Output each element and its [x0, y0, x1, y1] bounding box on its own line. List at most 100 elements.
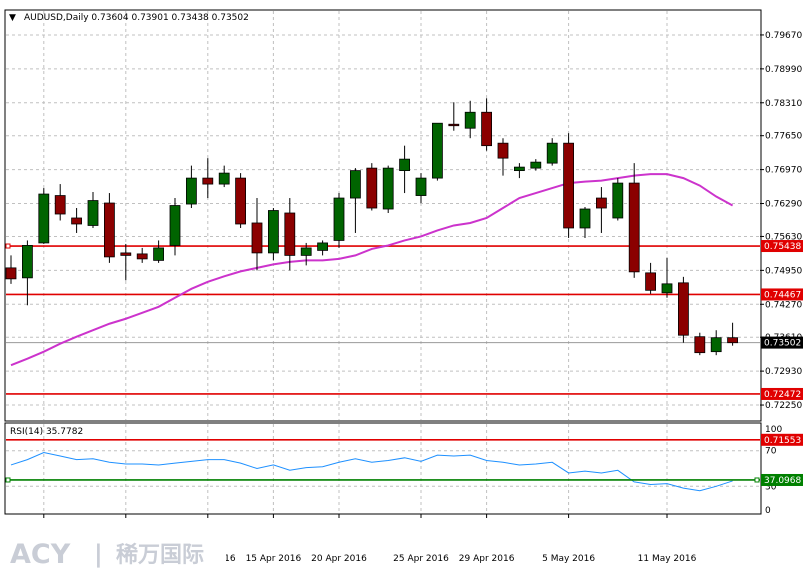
candle-body [202, 177, 214, 185]
bearish-candle [563, 133, 574, 238]
candle-body [104, 202, 115, 258]
candle-body [284, 212, 296, 256]
candle-body [645, 272, 656, 291]
candle-body [497, 142, 509, 159]
price-tick-label: 0.72930 [765, 367, 802, 377]
candle-body [678, 282, 689, 336]
candles-layer [5, 98, 738, 356]
time-tick-label: 29 Apr 2016 [459, 554, 515, 564]
watermark-chinese: 稀万国际 [116, 542, 204, 568]
bullish-candle [21, 240, 33, 306]
candle-body [661, 283, 673, 294]
bearish-candle [448, 102, 460, 131]
candle-body [251, 222, 263, 254]
bearish-candle [202, 158, 214, 199]
chart-header-label: AUDUSD,Daily 0.73604 0.73901 0.73438 0.7… [24, 13, 249, 23]
chart-menu-arrow-icon[interactable]: ▼ [9, 13, 16, 23]
rsi-level-badge [761, 473, 803, 486]
time-tick-label: 20 Apr 2016 [311, 554, 367, 564]
level-price-badge [761, 433, 803, 446]
bullish-candle [300, 242, 312, 266]
candle-body [333, 197, 345, 241]
candle-body [415, 177, 427, 196]
price-tick-label: 0.75630 [765, 232, 802, 242]
watermark-separator: | [94, 540, 103, 568]
level-price-badge [761, 387, 803, 400]
candle-body [431, 122, 443, 179]
level-price-label: 0.72472 [764, 390, 801, 400]
bearish-candle [596, 187, 607, 233]
candle-body [185, 177, 197, 205]
watermark-brand: ACY [10, 539, 71, 570]
bullish-candle [431, 122, 443, 181]
rsi-pane-frame [4, 422, 762, 515]
candle-body [120, 252, 132, 256]
candle-body [382, 167, 394, 210]
candle-body [727, 337, 738, 344]
price-tick-label: 0.76970 [765, 166, 802, 176]
bullish-candle [349, 168, 361, 233]
candle-body [317, 242, 329, 251]
candle-body [21, 245, 33, 279]
candle-body [448, 123, 460, 127]
candle-body [514, 166, 525, 172]
bullish-candle [169, 198, 181, 256]
price-axis: 0.79670 0.78990 0.78310 0.77650 0.76970 0.762… [760, 31, 803, 446]
candle-body [563, 142, 574, 229]
level-price-badge [761, 240, 803, 253]
time-tick-label: 11 May 2016 [638, 554, 697, 564]
bearish-candle [284, 198, 296, 271]
price-tick-label: 0.77650 [765, 132, 802, 142]
candle-body [579, 208, 591, 229]
bullish-candle [464, 100, 476, 139]
bullish-candle [267, 208, 279, 261]
price-pane-frame [4, 9, 762, 422]
candle-body [399, 158, 411, 172]
bullish-candle [579, 207, 591, 238]
price-tick-label: 0.78990 [765, 65, 802, 75]
current-price-badge [761, 336, 803, 349]
bullish-candle [333, 193, 345, 248]
rsi-level-anchor-marker[interactable] [754, 477, 760, 483]
price-tick-label: 0.76290 [765, 200, 802, 210]
rsi-tick-label: 30 [765, 482, 777, 492]
price-tick-label: 0.72250 [765, 401, 802, 411]
bullish-candle [382, 165, 394, 214]
bearish-candle [481, 98, 493, 151]
bullish-candle [399, 145, 411, 194]
price-tick-label: 0.74270 [765, 300, 802, 310]
rsi-line [10, 451, 733, 492]
rsi-tick-label: 100 [765, 425, 782, 435]
bullish-candle [38, 188, 50, 244]
candle-body [349, 170, 361, 199]
price-tick-label: 0.78310 [765, 99, 802, 109]
candle-body [710, 337, 722, 353]
candle-body [464, 111, 476, 129]
candle-body [596, 197, 607, 209]
bullish-candle [415, 173, 427, 204]
candle-body [235, 177, 247, 225]
bearish-candle [71, 208, 82, 233]
bearish-candle [497, 138, 509, 176]
rsi-level-label: 37.0968 [764, 476, 801, 486]
candle-body [300, 247, 312, 256]
bullish-candle [710, 330, 722, 356]
rsi-level-anchor-marker[interactable] [5, 477, 11, 483]
bearish-candle [694, 332, 706, 356]
candle-body [530, 161, 542, 169]
candle-body [366, 167, 378, 209]
candle-body [612, 182, 624, 219]
bullish-candle [530, 159, 542, 171]
price-tick-label: 0.79670 [765, 31, 802, 41]
candle-body [71, 217, 82, 225]
bullish-candle [546, 138, 558, 166]
price-tick-label: 0.74950 [765, 266, 802, 276]
level-anchor-marker[interactable] [5, 243, 11, 249]
bearish-candle [366, 163, 378, 211]
time-tick-label: 15 Apr 2016 [246, 554, 302, 564]
level-price-label: 0.74467 [764, 290, 801, 300]
current-price-label: 0.73502 [764, 339, 801, 349]
time-tick-label: 25 Apr 2016 [393, 554, 449, 564]
